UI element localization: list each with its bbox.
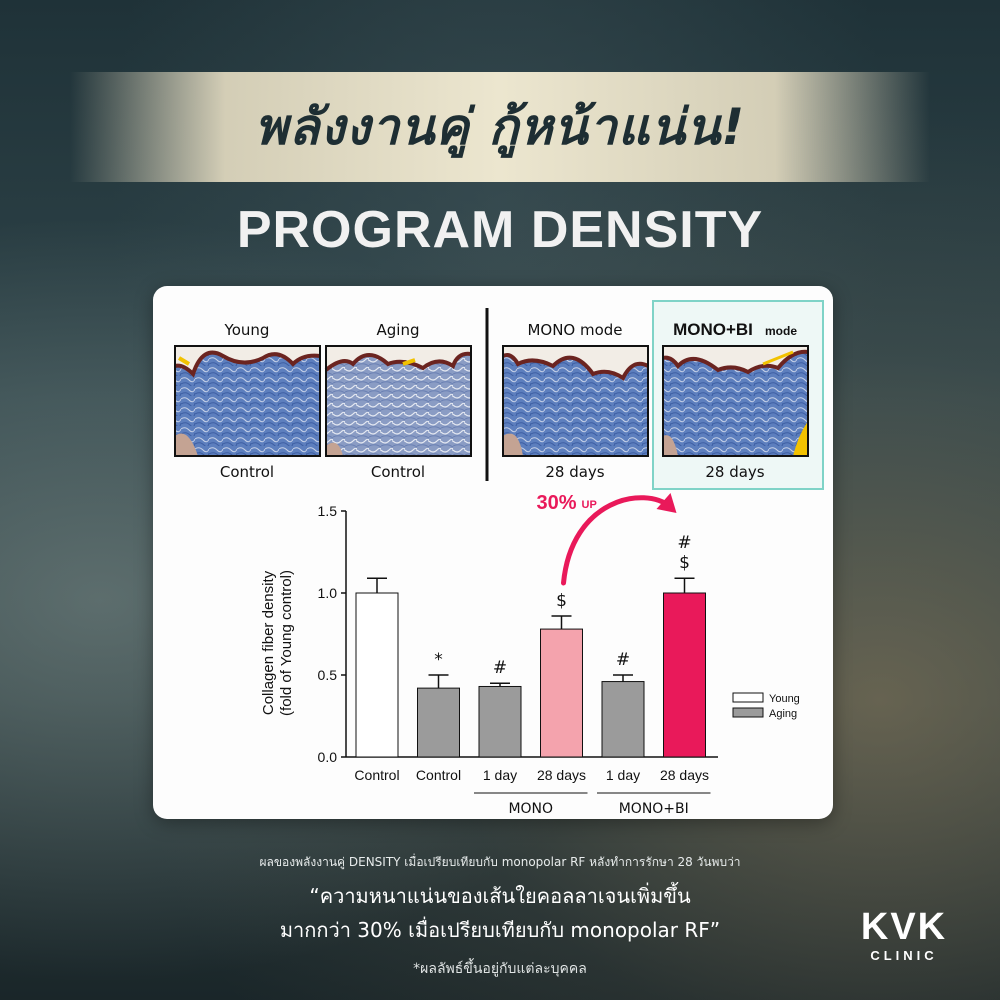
y-tick-label: 0.5 xyxy=(318,667,338,683)
x-tick-label: 1 day xyxy=(606,767,640,783)
label-mono-bi-days: 28 days xyxy=(705,463,764,481)
y-tick-label: 1.5 xyxy=(318,503,338,519)
label-aging-control: Control xyxy=(371,463,425,481)
annotation-up: UP xyxy=(582,499,597,511)
significance-mark: $ xyxy=(679,553,690,573)
x-tick-label: 28 days xyxy=(537,767,586,783)
y-axis-label-line1: Collagen fiber density xyxy=(260,570,277,715)
footer-note: *ผลลัพธ์ขึ้นอยู่กับแต่ละบุคคล xyxy=(413,961,587,977)
legend-label: Aging xyxy=(769,708,797,720)
label-young: Young xyxy=(224,321,270,339)
significance-mark: * xyxy=(434,650,443,670)
x-tick-label: Control xyxy=(416,767,461,783)
x-tick-label: 28 days xyxy=(660,767,709,783)
bar xyxy=(355,592,399,758)
annotation-30-percent: 30% xyxy=(537,492,577,514)
annotation-arrowhead xyxy=(656,493,677,513)
footer-quote-line2: มากกว่า 30% เมื่อเปรียบเทียบกับ monopola… xyxy=(279,918,721,942)
group-label: MONO xyxy=(508,801,553,817)
label-mono-mode: MONO mode xyxy=(527,321,622,339)
bar xyxy=(540,628,583,758)
label-mono-bi-suffix: mode xyxy=(765,324,797,338)
y-tick-label: 1.0 xyxy=(318,585,338,601)
histology-image-young xyxy=(174,345,321,457)
significance-mark: # xyxy=(677,533,691,553)
program-title: PROGRAM DENSITY xyxy=(236,201,764,259)
histology-image-mono xyxy=(502,345,649,457)
footer-summary: ผลของพลังงานคู่ DENSITY เมื่อเปรียบเทียบ… xyxy=(259,855,741,869)
legend-swatch xyxy=(732,692,764,703)
significance-mark: # xyxy=(616,650,630,670)
headline-banner xyxy=(70,72,930,182)
bar xyxy=(417,687,460,758)
histology-image-aging xyxy=(324,345,472,457)
figure-svg: Young Aging MONO mode MONO+BI mode Contr… xyxy=(174,300,824,817)
group-label: MONO+BI xyxy=(619,801,689,817)
kvk-clinic-logo: KVK CLINIC xyxy=(848,908,960,963)
legend-swatch xyxy=(732,707,764,718)
significance-mark: $ xyxy=(556,591,567,611)
label-young-control: Control xyxy=(220,463,274,481)
label-mono-days: 28 days xyxy=(545,463,604,481)
logo-kvk: KVK xyxy=(860,906,948,948)
y-axis-label-line2: (fold of Young control) xyxy=(278,570,295,716)
y-tick-label: 0.0 xyxy=(318,749,338,765)
bar xyxy=(663,592,706,758)
annotation-arrow xyxy=(561,495,673,586)
x-tick-label: Control xyxy=(354,767,399,783)
bar xyxy=(601,681,645,758)
bar xyxy=(478,685,522,758)
label-aging: Aging xyxy=(377,321,420,339)
footer-quote-line1: “ความหนาแน่นของเส้นใยคอลลาเจนเพิ่มขึ้น xyxy=(309,884,691,908)
histology-image-mono-bi xyxy=(662,345,809,457)
x-tick-label: 1 day xyxy=(483,767,517,783)
legend-label: Young xyxy=(769,693,800,705)
bar-chart: Collagen fiber density (fold of Young co… xyxy=(260,492,800,817)
figure-card: Young Aging MONO mode MONO+BI mode Contr… xyxy=(153,286,833,819)
logo-clinic: CLINIC xyxy=(870,948,938,963)
headline: พลังงานคู่ กู้หน้าแน่น! xyxy=(254,98,746,156)
significance-mark: # xyxy=(493,658,507,678)
label-mono-bi: MONO+BI xyxy=(673,320,753,339)
